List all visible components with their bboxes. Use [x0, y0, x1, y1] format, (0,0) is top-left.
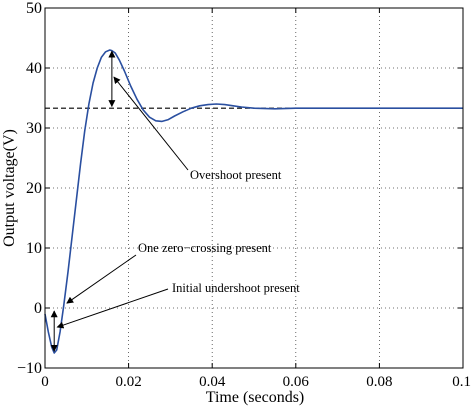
y-tick-label: 0 — [34, 300, 42, 317]
y-tick-label: −10 — [17, 360, 42, 377]
x-tick-label: 0 — [41, 374, 49, 390]
y-tick-label: 20 — [26, 180, 42, 197]
annotation-arrows — [50, 50, 189, 352]
plot-frame — [44, 7, 464, 369]
y-axis-label: Output voltage(V) — [1, 129, 18, 247]
annotation-overshoot: Overshoot present — [190, 168, 282, 182]
x-tick-label: 0.08 — [366, 374, 392, 390]
x-tick-label: 0.02 — [115, 374, 141, 390]
annotation-zero-crossing: One zero−crossing present — [138, 241, 272, 255]
y-tick-label: 40 — [26, 60, 42, 77]
x-tick-label: 0.06 — [283, 374, 310, 390]
y-tick-label: 30 — [26, 120, 42, 137]
y-tick-label: 50 — [26, 0, 42, 17]
overshoot-pointer-arrow — [113, 76, 189, 171]
grid-lines — [45, 8, 463, 368]
zero-crossing-arrow — [66, 254, 137, 304]
x-tick-labels: 0 0.02 0.04 0.06 0.08 0.1 — [41, 374, 471, 390]
output-voltage-line — [44, 49, 463, 354]
undershoot-pointer-arrow — [56, 288, 169, 329]
series-group — [44, 49, 463, 354]
y-tick-labels: −10 0 10 20 30 40 50 — [17, 0, 42, 377]
x-axis-label: Time (seconds) — [206, 389, 305, 406]
annotation-undershoot: Initial undershoot present — [172, 281, 300, 295]
axis-ticks — [44, 7, 464, 369]
x-tick-label: 0.1 — [452, 374, 471, 390]
y-tick-label: 10 — [26, 240, 42, 257]
x-tick-label: 0.04 — [199, 374, 226, 390]
